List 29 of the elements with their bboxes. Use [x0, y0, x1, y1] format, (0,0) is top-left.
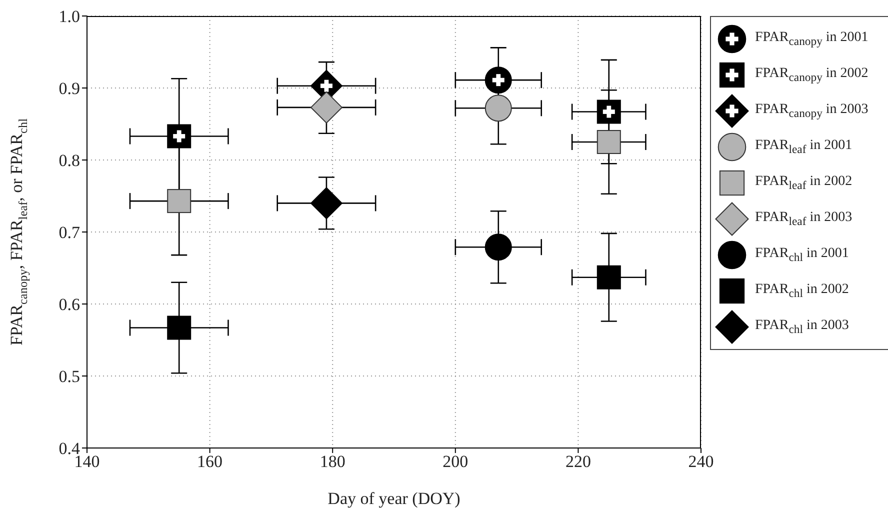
y-tick-label: 0.8	[58, 151, 80, 170]
x-tick-label: 160	[197, 452, 223, 472]
legend-label: FPAR$_{leaf}$ in 2003	[755, 210, 852, 228]
legend-label: FPAR$_{canopy}$ in 2002	[755, 66, 868, 84]
legend-label: FPAR$_{chl}$ in 2003	[755, 318, 849, 336]
x-tick-label: 240	[688, 452, 714, 472]
y-tick-label: 1.0	[58, 7, 80, 26]
x-tick-label: 220	[565, 452, 591, 472]
point	[167, 189, 192, 214]
point	[484, 94, 512, 122]
y-tick-label: 0.7	[58, 223, 80, 242]
point	[310, 187, 342, 220]
legend-label: FPAR$_{chl}$ in 2002	[755, 282, 849, 300]
legend-label: FPAR$_{chl}$ in 2001	[755, 246, 849, 264]
point	[310, 91, 342, 124]
legend-label: FPAR$_{leaf}$ in 2001	[755, 138, 852, 156]
point	[596, 265, 621, 290]
legend-label: FPAR$_{canopy}$ in 2003	[755, 102, 868, 120]
y-tick-label: 0.6	[58, 295, 80, 314]
y-tick-label: 0.9	[58, 79, 80, 98]
x-tick-label: 180	[320, 452, 346, 472]
point	[484, 234, 512, 261]
y-tick-label: 0.5	[58, 367, 80, 386]
x-tick-label: 200	[442, 452, 468, 472]
legend-label: FPAR$_{canopy}$ in 2001	[755, 30, 868, 48]
point	[596, 130, 621, 154]
point	[167, 316, 192, 340]
legend-label: FPAR$_{leaf}$ in 2002	[755, 174, 852, 192]
x-axis-title: Day of year (DOY)	[328, 489, 460, 508]
